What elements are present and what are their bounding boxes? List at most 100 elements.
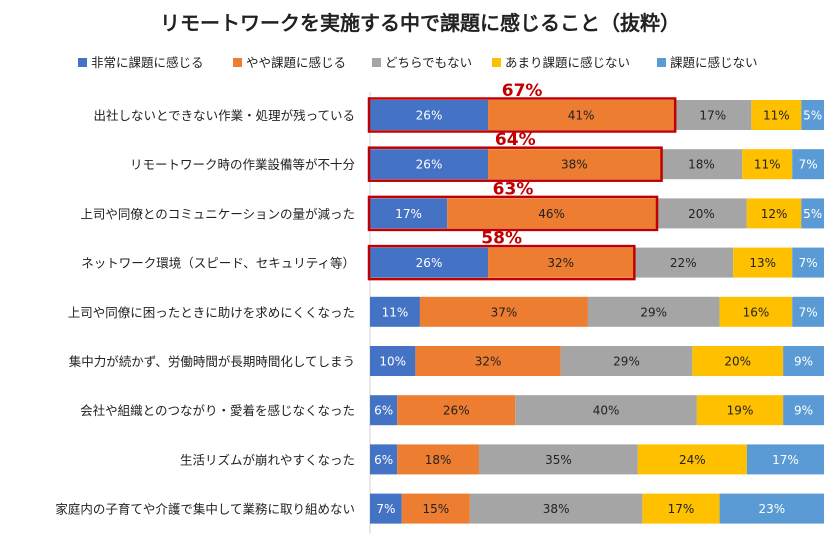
data-label: 7%	[799, 256, 818, 270]
data-label: 19%	[727, 404, 754, 418]
data-label: 35%	[545, 453, 572, 467]
bar-segment	[370, 493, 402, 524]
chart-title: リモートワークを実施する中で課題に感じること（抜粋）	[160, 11, 680, 35]
highlight-box	[367, 146, 663, 182]
bar-segment	[488, 247, 634, 278]
bar-segment	[742, 149, 793, 180]
category-label: 上司や同僚に困ったときに助けを求めにくくなった	[68, 305, 355, 320]
data-label: 17%	[772, 453, 799, 467]
bar-segment	[370, 346, 416, 376]
legend-label: あまり課題に感じない	[505, 55, 630, 70]
highlight-box	[367, 195, 659, 232]
data-label: 17%	[668, 502, 695, 516]
data-label: 46%	[538, 207, 565, 221]
data-label: 32%	[547, 256, 574, 270]
bar-segment	[733, 247, 793, 278]
bar-segment	[401, 493, 470, 524]
data-label: 6%	[374, 453, 393, 467]
data-label: 23%	[758, 502, 785, 516]
data-label: 5%	[803, 109, 822, 123]
data-label: 20%	[688, 207, 715, 221]
data-label: 38%	[561, 158, 588, 172]
data-label: 26%	[416, 256, 443, 270]
data-label: 5%	[803, 207, 822, 221]
bar-segment	[488, 149, 661, 180]
data-label: 7%	[376, 502, 395, 516]
bar-segment	[656, 198, 747, 229]
data-label: 7%	[799, 158, 818, 172]
highlight-total-label: 67%	[502, 81, 543, 101]
bar-segment	[792, 247, 824, 278]
category-labels: 出社しないとできない作業・処理が残っているリモートワーク時の作業設備等が不十分上…	[55, 108, 355, 517]
data-label: 29%	[640, 305, 667, 319]
legend-swatch	[372, 58, 381, 67]
bar-segment	[674, 100, 752, 130]
bar-segment	[696, 395, 784, 426]
category-label: 会社や組織とのつながり・愛着を感じなくなった	[80, 403, 355, 418]
bar-segment	[370, 395, 398, 426]
bar-segment	[560, 346, 693, 376]
data-label: 9%	[794, 355, 813, 369]
bar-segment	[746, 444, 824, 475]
category-label: リモートワーク時の作業設備等が不十分	[130, 157, 355, 172]
bar-segment	[488, 100, 675, 130]
data-label: 11%	[754, 158, 781, 172]
category-label: 上司や同僚とのコミュニケーションの量が減った	[80, 206, 355, 221]
category-label: 生活リズムが崩れやすくなった	[180, 452, 355, 467]
bar-segment	[370, 100, 489, 130]
bar-segment	[633, 247, 734, 278]
data-label: 6%	[374, 404, 393, 418]
highlight-total-label: 58%	[481, 229, 522, 249]
highlight-box	[367, 244, 636, 281]
data-label: 26%	[416, 158, 443, 172]
bar-segment	[415, 346, 561, 376]
bar-segment	[783, 346, 824, 376]
data-label: 26%	[416, 109, 443, 123]
bar-segment	[370, 444, 398, 475]
legend-label: やや課題に感じる	[246, 55, 346, 70]
bar-segment	[469, 493, 643, 524]
legend-label: 課題に感じない	[670, 55, 758, 70]
data-label: 18%	[425, 453, 452, 467]
data-label: 29%	[613, 355, 640, 369]
highlights: 67% 64% 63% 58%	[367, 81, 677, 281]
bar-segment	[370, 296, 420, 327]
data-label: 20%	[724, 355, 751, 369]
bar-segment	[746, 198, 802, 229]
data-label: 11%	[382, 305, 409, 319]
bar-segment	[637, 444, 747, 475]
data-label: 17%	[395, 207, 422, 221]
bar-segment	[642, 493, 720, 524]
category-label: 出社しないとできない作業・処理が残っている	[93, 108, 355, 123]
legend-label: 非常に課題に感じる	[91, 55, 204, 70]
bar-segment	[515, 395, 697, 426]
bar-segment	[801, 198, 824, 229]
legend-label: どちらでもない	[385, 55, 472, 70]
bar-segment	[397, 395, 516, 426]
data-label: 26%	[443, 404, 470, 418]
plot-area: 26% 41% 17% 11% 5% 26% 38% 18% 11% 7% 17% 46% 20% 12%…	[369, 92, 824, 534]
bar-segment	[792, 149, 824, 180]
data-label: 15%	[422, 502, 449, 516]
bar-segment	[783, 395, 824, 426]
legend-swatch	[233, 58, 242, 67]
data-label: 7%	[799, 305, 818, 319]
legend-swatch	[492, 58, 501, 67]
bar-segment	[751, 100, 802, 130]
bar-segment	[587, 296, 720, 327]
bar-segment	[792, 296, 824, 327]
highlight-total-label: 63%	[493, 179, 534, 199]
highlight-total-label: 64%	[495, 130, 536, 150]
data-label: 41%	[568, 109, 595, 123]
bar-segment	[370, 149, 489, 180]
bar-segment	[397, 444, 479, 475]
bar-segment	[419, 296, 588, 327]
legend-swatch	[78, 58, 87, 67]
category-label: ネットワーク環境（スピード、セキュリティ等）	[81, 256, 355, 271]
bar-segment	[478, 444, 638, 475]
data-label: 22%	[670, 256, 697, 270]
data-label: 17%	[699, 109, 726, 123]
data-label: 9%	[794, 404, 813, 418]
bar-segment	[660, 149, 743, 180]
